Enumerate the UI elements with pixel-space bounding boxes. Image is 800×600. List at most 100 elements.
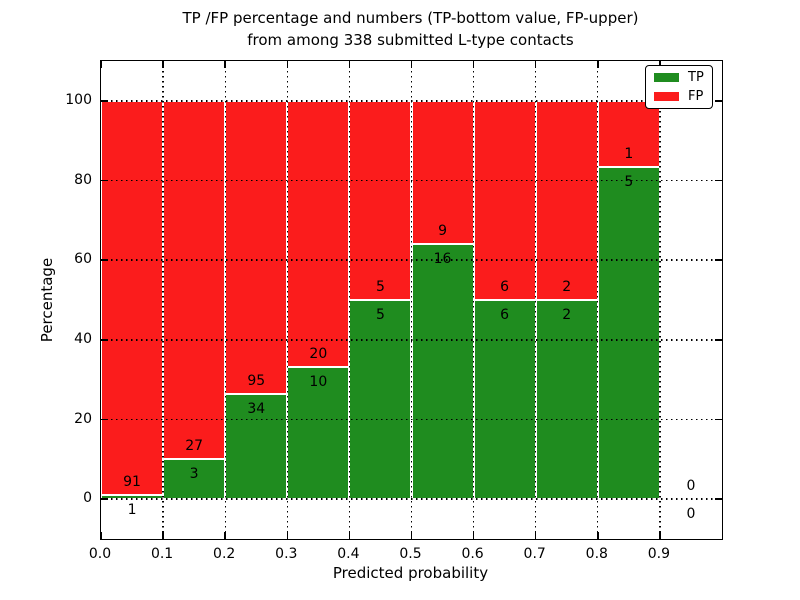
- bar-segment-fp: [349, 100, 412, 300]
- x-tick-label: 0.2: [213, 546, 236, 562]
- y-tick-mark: [715, 179, 722, 182]
- bar-count-label-tp: 6: [500, 307, 510, 323]
- gridline-vertical: [659, 61, 661, 539]
- gridline-vertical: [472, 61, 475, 539]
- bar-segment-tp: [597, 167, 660, 500]
- gridline-vertical: [286, 61, 288, 539]
- y-tick-mark: [715, 418, 722, 421]
- x-tick-mark: [286, 61, 289, 68]
- bar-count-label-fp: 20: [309, 345, 328, 362]
- y-tick-label: 100: [65, 91, 92, 108]
- y-tick-mark: [715, 259, 722, 261]
- x-tick-label: 0.4: [337, 546, 360, 562]
- bar-count-label-tp: 10: [309, 373, 328, 390]
- legend-item-fp: FP: [654, 90, 704, 103]
- bar-count-label-fp: 1: [624, 146, 634, 163]
- bar-segment-tp: [535, 300, 598, 500]
- chart-title: TP /FP percentage and numbers (TP-bottom…: [100, 7, 721, 51]
- y-tick-label: 20: [74, 410, 92, 427]
- y-tick-label: 0: [83, 490, 92, 507]
- y-tick-mark: [101, 179, 108, 182]
- x-tick-mark: [286, 532, 289, 539]
- bar-count-label-fp: 91: [123, 473, 141, 490]
- bar-segment-tp: [473, 300, 536, 500]
- x-tick-mark: [162, 532, 164, 539]
- x-tick-label: 0.7: [523, 546, 546, 562]
- bar-count-label-tp: 5: [624, 174, 634, 191]
- x-tick-label: 0.3: [275, 546, 298, 562]
- y-tick-mark: [101, 498, 108, 500]
- x-tick-mark: [534, 61, 537, 68]
- y-axis-label: Percentage: [38, 257, 56, 343]
- legend-label: FP: [688, 89, 704, 104]
- x-tick-mark: [348, 61, 351, 68]
- bar-count-label-fp: 95: [247, 373, 266, 389]
- x-tick-label: 0.8: [585, 546, 608, 562]
- bar-segment-fp: [287, 100, 350, 367]
- y-tick-mark: [101, 259, 108, 261]
- bar-count-label-fp: 0: [686, 478, 696, 495]
- y-tick-mark: [101, 339, 108, 341]
- x-tick-mark: [224, 532, 226, 539]
- x-axis-label: Predicted probability: [332, 564, 489, 582]
- fp-legend-swatch: [654, 92, 679, 101]
- x-tick-mark: [100, 532, 102, 539]
- bar-segment-tp: [349, 300, 412, 500]
- x-tick-mark: [410, 532, 413, 539]
- bar-count-label-fp: 5: [375, 279, 385, 295]
- legend-label: TP: [688, 70, 704, 85]
- bar-segment-tp: [411, 244, 474, 500]
- bar-count-label-tp: 2: [562, 307, 572, 323]
- y-tick-label: 40: [74, 330, 92, 347]
- bar-count-label-fp: 27: [185, 438, 204, 455]
- bar-count-label-tp: 34: [247, 401, 266, 417]
- gridline-vertical: [535, 61, 537, 539]
- x-tick-mark: [410, 61, 413, 68]
- chart-title-line-1: TP /FP percentage and numbers (TP-bottom…: [182, 9, 639, 27]
- x-tick-mark: [659, 532, 661, 539]
- tp-legend-swatch: [654, 73, 679, 82]
- bar-segment-fp: [473, 100, 536, 300]
- y-tick-mark: [715, 100, 722, 102]
- y-tick-mark: [101, 100, 108, 102]
- x-tick-label: 0.0: [88, 546, 112, 562]
- bar-count-label-tp: 3: [189, 466, 199, 483]
- bar-segment-fp: [101, 100, 164, 495]
- y-tick-mark: [715, 498, 722, 500]
- x-tick-mark: [224, 61, 226, 68]
- y-tick-mark: [101, 418, 108, 421]
- gridline-vertical: [410, 61, 413, 539]
- gridline-vertical: [348, 61, 351, 539]
- bar-segment-fp: [225, 100, 288, 394]
- bar-count-label-tp: 0: [686, 506, 696, 523]
- x-tick-mark: [597, 61, 599, 68]
- bar-segment-fp: [535, 100, 598, 300]
- x-tick-mark: [472, 61, 475, 68]
- bar-count-label-tp: 16: [433, 251, 452, 268]
- bar-count-label-fp: 9: [438, 223, 448, 240]
- bar-count-label-fp: 2: [562, 279, 572, 295]
- x-tick-label: 0.5: [399, 546, 422, 562]
- legend: TP FP: [645, 65, 713, 109]
- y-tick-label: 80: [74, 171, 92, 188]
- x-tick-mark: [597, 532, 599, 539]
- bar-count-label-fp: 6: [500, 279, 510, 295]
- bar-segment-fp: [163, 100, 226, 460]
- gridline-vertical: [224, 61, 226, 539]
- x-tick-mark: [100, 61, 102, 68]
- y-tick-mark: [715, 339, 722, 341]
- x-tick-label: 0.6: [461, 546, 484, 562]
- x-tick-mark: [348, 532, 351, 539]
- x-tick-mark: [534, 532, 537, 539]
- chart-title-line-2: from among 338 submitted L-type contacts: [247, 31, 574, 49]
- x-tick-mark: [472, 532, 475, 539]
- plot-area: 91 1 27 3 95 34 20 10 5 5 9 16 6 6 2 2 1 5 0 0: [100, 60, 723, 540]
- x-tick-mark: [162, 61, 164, 68]
- legend-item-tp: TP: [654, 71, 704, 84]
- x-tick-mark: [659, 61, 661, 68]
- gridline-vertical: [162, 61, 164, 539]
- y-tick-label: 60: [74, 251, 92, 268]
- bar-count-label-tp: 5: [375, 307, 385, 323]
- x-tick-label: 0.9: [647, 546, 671, 562]
